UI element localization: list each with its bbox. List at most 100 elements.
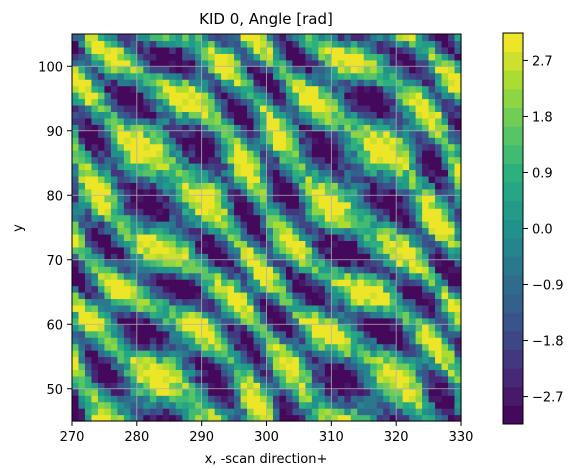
heatmap-cell xyxy=(214,79,222,87)
heatmap-cell xyxy=(383,124,391,132)
heatmap-cell xyxy=(110,221,118,229)
heatmap-cell xyxy=(247,188,255,196)
heatmap-cell xyxy=(156,66,164,74)
heatmap-cell xyxy=(441,298,449,306)
heatmap-cell xyxy=(143,111,151,119)
heatmap-cell xyxy=(396,279,404,287)
heatmap-cell xyxy=(253,388,261,396)
heatmap-cell xyxy=(97,253,106,261)
heatmap-cell xyxy=(279,350,287,358)
heatmap-cell xyxy=(383,79,391,87)
heatmap-cell xyxy=(422,195,430,203)
heatmap-cell xyxy=(227,337,235,345)
heatmap-cell xyxy=(266,253,274,261)
heatmap-cell xyxy=(350,311,358,319)
heatmap-cell xyxy=(188,279,196,287)
heatmap-cell xyxy=(389,285,397,293)
heatmap-cell xyxy=(195,182,203,190)
heatmap-cell xyxy=(331,214,339,222)
heatmap-cell xyxy=(117,233,125,241)
heatmap-cell xyxy=(324,92,332,100)
heatmap-cell xyxy=(454,362,462,370)
heatmap-cell xyxy=(422,40,430,48)
heatmap-cell xyxy=(175,350,183,358)
heatmap-cell xyxy=(370,34,378,42)
heatmap-cell xyxy=(422,201,430,209)
heatmap-cell xyxy=(162,362,170,370)
heatmap-cell xyxy=(175,233,183,241)
heatmap-cell xyxy=(208,182,216,190)
heatmap-cell xyxy=(136,369,144,377)
colorbar-band xyxy=(503,330,523,351)
heatmap-cell xyxy=(201,343,209,351)
heatmap-cell xyxy=(402,150,410,158)
heatmap-cell xyxy=(409,350,417,358)
heatmap-cell xyxy=(350,362,358,370)
heatmap-cell xyxy=(169,343,177,351)
heatmap-cell xyxy=(318,163,326,171)
heatmap-cell xyxy=(97,414,106,422)
heatmap-cell xyxy=(123,240,131,248)
heatmap-cell xyxy=(415,117,423,125)
heatmap-cell xyxy=(247,317,255,325)
heatmap-cell xyxy=(370,182,378,190)
heatmap-cell xyxy=(415,34,423,42)
heatmap-cell xyxy=(383,169,391,177)
heatmap-cell xyxy=(272,40,281,48)
heatmap-cell xyxy=(279,337,287,345)
heatmap-cell xyxy=(234,292,242,300)
heatmap-cell xyxy=(227,395,235,403)
heatmap-cell xyxy=(240,304,248,312)
heatmap-cell xyxy=(169,53,177,61)
heatmap-cell xyxy=(175,259,183,267)
heatmap-cell xyxy=(422,279,430,287)
heatmap-cell xyxy=(298,330,306,338)
heatmap-cell xyxy=(324,304,332,312)
heatmap-cell xyxy=(422,375,430,383)
heatmap-cell xyxy=(318,362,326,370)
heatmap-cell xyxy=(214,92,222,100)
heatmap-cell xyxy=(415,285,423,293)
heatmap-cell xyxy=(305,66,313,74)
heatmap-cell xyxy=(318,240,326,248)
heatmap-cell xyxy=(97,40,106,48)
heatmap-cell xyxy=(389,169,397,177)
heatmap-cell xyxy=(130,79,138,87)
heatmap-cell xyxy=(84,337,93,345)
heatmap-cell xyxy=(253,414,261,422)
heatmap-cell xyxy=(221,285,229,293)
heatmap-cell xyxy=(441,337,449,345)
heatmap-cell xyxy=(97,350,106,358)
heatmap-cell xyxy=(169,143,177,151)
heatmap-cell xyxy=(285,46,294,54)
heatmap-cell xyxy=(110,233,118,241)
heatmap-cell xyxy=(331,369,339,377)
heatmap-cell xyxy=(240,46,248,54)
heatmap-cell xyxy=(221,401,229,409)
heatmap-cell xyxy=(370,85,378,93)
heatmap-cell xyxy=(448,98,456,106)
heatmap-cell xyxy=(454,337,462,345)
heatmap-cell xyxy=(435,285,443,293)
heatmap-cell xyxy=(454,72,462,80)
heatmap-cell xyxy=(292,163,300,171)
heatmap-cell xyxy=(97,208,106,216)
heatmap-cell xyxy=(454,66,462,74)
heatmap-cell xyxy=(350,408,358,416)
heatmap-cell xyxy=(117,304,125,312)
heatmap-cell xyxy=(188,356,196,364)
heatmap-cell xyxy=(448,137,456,145)
heatmap-cell xyxy=(350,343,358,351)
heatmap-cell xyxy=(383,130,391,138)
heatmap-cell xyxy=(318,66,326,74)
heatmap-cell xyxy=(84,266,93,274)
heatmap-cell xyxy=(175,401,183,409)
heatmap-cell xyxy=(260,362,268,370)
heatmap-cell xyxy=(136,259,144,267)
heatmap-cell xyxy=(240,201,248,209)
heatmap-cell xyxy=(130,201,138,209)
heatmap-cell xyxy=(415,104,423,112)
heatmap-cell xyxy=(357,130,365,138)
heatmap-cell xyxy=(292,375,300,383)
heatmap-cell xyxy=(208,208,216,216)
